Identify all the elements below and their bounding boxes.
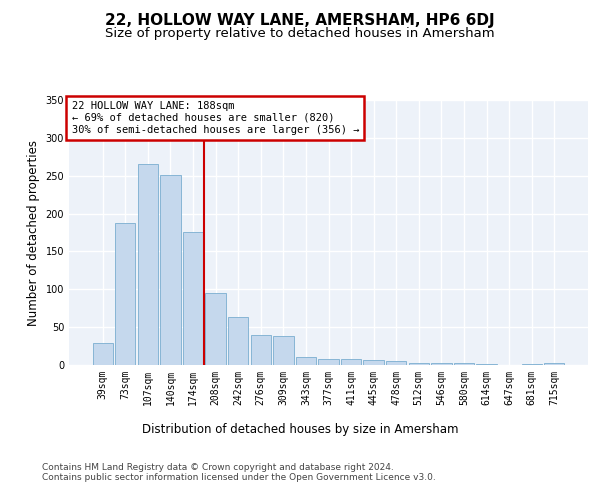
Bar [251,336,271,365]
Bar [409,362,429,365]
Bar [115,224,136,365]
Bar [386,361,406,365]
Bar [544,364,565,365]
Text: Contains HM Land Registry data © Crown copyright and database right 2024.
Contai: Contains HM Land Registry data © Crown c… [42,462,436,482]
Bar [476,364,497,365]
Bar [296,356,316,365]
Text: 22 HOLLOW WAY LANE: 188sqm
← 69% of detached houses are smaller (820)
30% of sem: 22 HOLLOW WAY LANE: 188sqm ← 69% of deta… [71,102,359,134]
Y-axis label: Number of detached properties: Number of detached properties [27,140,40,326]
Bar [454,362,474,365]
Bar [431,362,452,365]
Bar [183,232,203,365]
Bar [228,316,248,365]
Bar [319,359,338,365]
Bar [138,164,158,365]
Text: Size of property relative to detached houses in Amersham: Size of property relative to detached ho… [105,28,495,40]
Text: 22, HOLLOW WAY LANE, AMERSHAM, HP6 6DJ: 22, HOLLOW WAY LANE, AMERSHAM, HP6 6DJ [105,12,495,28]
Bar [273,336,293,365]
Bar [521,364,542,365]
Text: Distribution of detached houses by size in Amersham: Distribution of detached houses by size … [142,422,458,436]
Bar [364,360,384,365]
Bar [92,343,113,365]
Bar [341,359,361,365]
Bar [160,175,181,365]
Bar [205,293,226,365]
